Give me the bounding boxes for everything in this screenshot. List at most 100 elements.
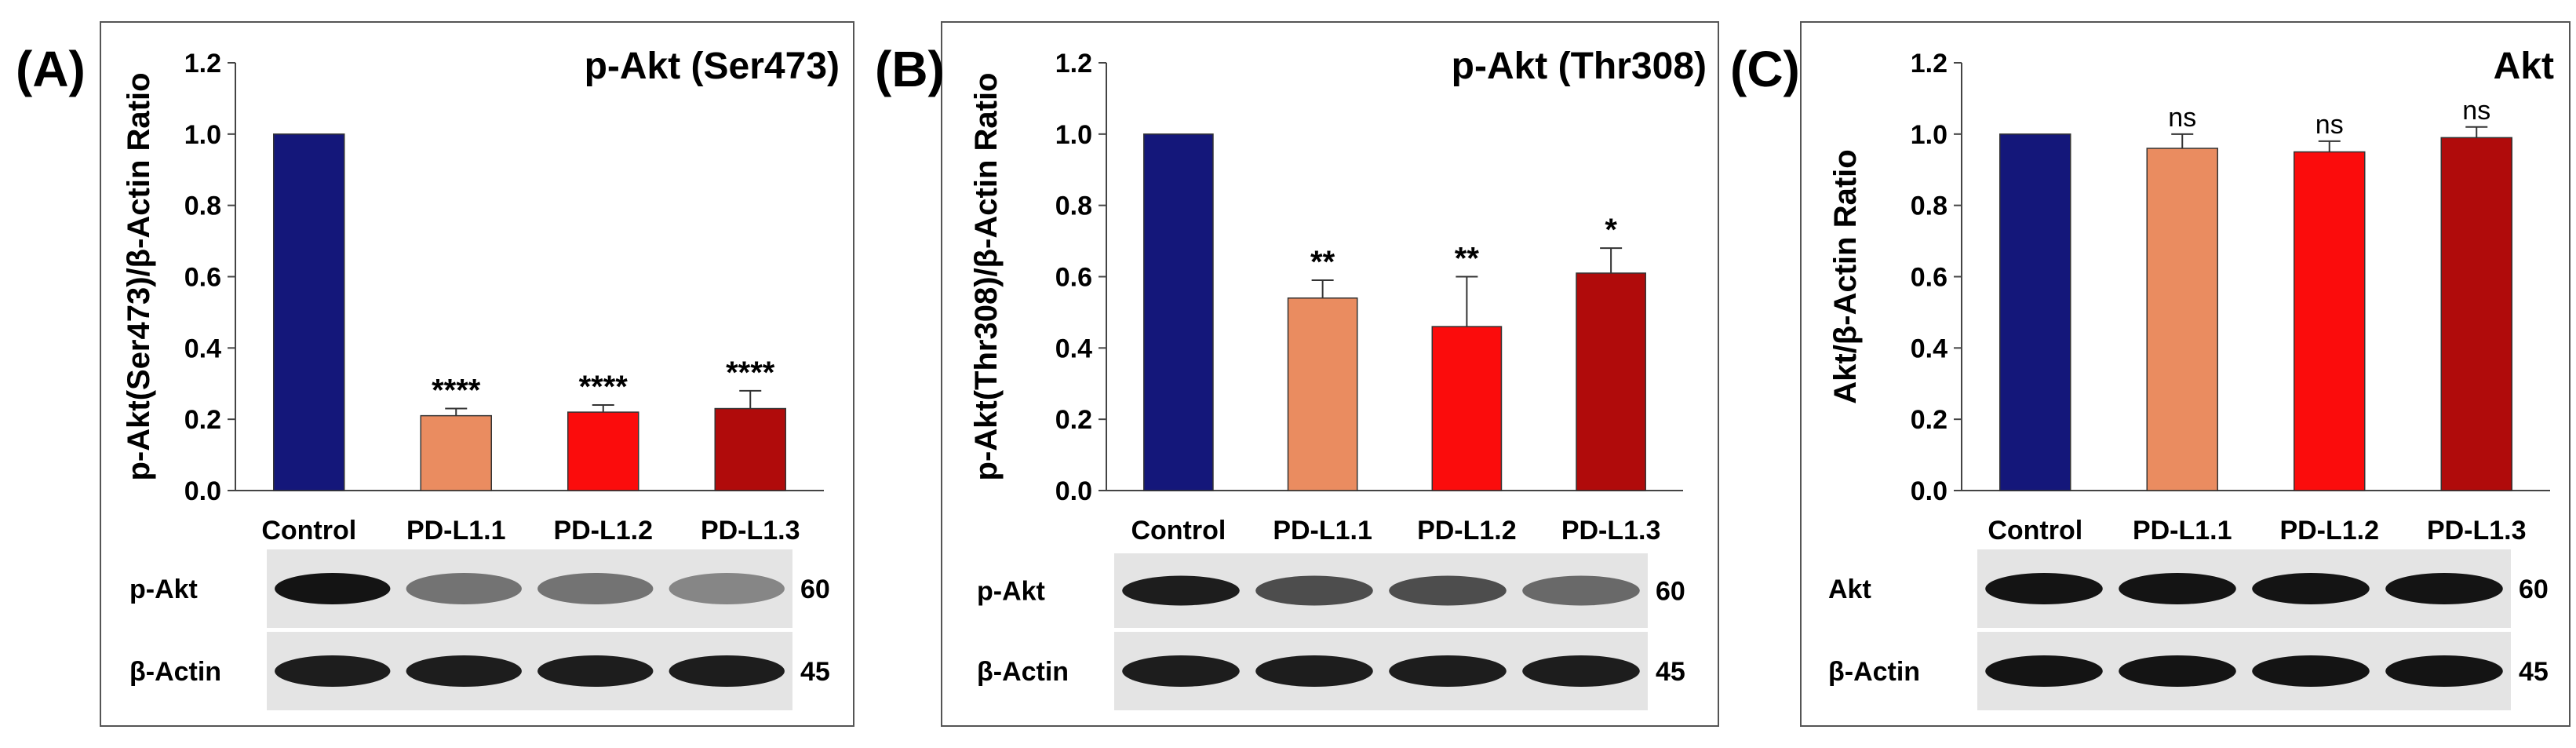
chart-svg: (A) p-Akt (Ser473) 0.0 0.2 0.4 0.6 0.8 1.0 1.2 p-… [16, 21, 854, 727]
category-label: PD-L1.1 [2133, 516, 2232, 545]
blot-band [406, 655, 522, 687]
blot-band [537, 655, 654, 687]
category-label: PD-L1.3 [2427, 516, 2527, 545]
significance-label: ns [2168, 103, 2196, 133]
bar-pd-l1-1 [2146, 148, 2218, 491]
blot-kda-label: 60 [800, 575, 830, 604]
panel-b: (B) p-Akt (Thr308) 0.0 0.2 0.4 0.6 0.8 1.0 1.2 p-… [863, 0, 1726, 748]
panel-frame [1800, 21, 2571, 727]
category-label: PD-L1.2 [2279, 516, 2379, 545]
blot-label: p-Akt [129, 575, 198, 604]
y-tick-label: 1.2 [1055, 49, 1092, 78]
blot-kda-label: 45 [1656, 657, 1685, 687]
blot-band [2385, 655, 2503, 687]
blot-band [2252, 655, 2370, 687]
blot-band [669, 655, 785, 687]
y-tick-label: 1.2 [1911, 49, 1947, 78]
chart-svg: (B) p-Akt (Thr308) 0.0 0.2 0.4 0.6 0.8 1.0 1.2 p-… [875, 21, 1719, 727]
significance-label: ** [1455, 242, 1480, 276]
blot-kda-label: 45 [800, 657, 830, 687]
bar-control [1143, 133, 1214, 491]
y-tick-label: 0.4 [184, 334, 221, 363]
bar-pd-l1-3 [2440, 137, 2512, 491]
y-tick-label: 0.0 [184, 476, 221, 506]
significance-label: **** [432, 374, 481, 408]
y-tick-label: 0.8 [1911, 192, 1947, 221]
category-label: PD-L1.1 [406, 516, 506, 545]
category-label: PD-L1.3 [1561, 516, 1661, 545]
blot-label: p-Akt [977, 577, 1045, 607]
significance-label: * [1605, 213, 1617, 247]
blot-band [406, 573, 522, 604]
bar-control [1999, 133, 2071, 491]
y-tick-label: 0.6 [1911, 263, 1947, 293]
blot-band [2119, 573, 2236, 604]
blot-band [2252, 573, 2370, 604]
panel-a: (A) p-Akt (Ser473) 0.0 0.2 0.4 0.6 0.8 1.0 1.2 p-… [0, 0, 863, 748]
y-tick-label: 1.2 [184, 49, 221, 78]
chart-title: Akt [2494, 46, 2554, 87]
y-tick-label: 0.4 [1911, 334, 1947, 363]
blot-band [1255, 575, 1373, 606]
y-axis-label: Akt/β-Actin Ratio [1828, 149, 1863, 403]
blot-label: Akt [1828, 575, 1871, 604]
category-label: PD-L1.2 [553, 516, 653, 545]
blot-label: β-Actin [977, 657, 1069, 687]
blot-kda-label: 45 [2519, 657, 2549, 687]
blot-band [1389, 575, 1507, 606]
blot-band [2119, 655, 2236, 687]
y-tick-label: 0.2 [184, 405, 221, 435]
blot-band [1122, 575, 1240, 606]
y-tick-label: 0.8 [184, 192, 221, 221]
category-label: Control [261, 516, 356, 545]
blot-band [1122, 655, 1240, 687]
blot-band [1522, 575, 1640, 606]
blot-label: β-Actin [129, 657, 221, 687]
blot-band [1985, 573, 2103, 604]
blot-band [1255, 655, 1373, 687]
blot-band [1985, 655, 2103, 687]
category-label: PD-L1.3 [701, 516, 800, 545]
panel-label: (C) [1730, 41, 1800, 97]
panel-frame [100, 21, 854, 727]
bar-pd-l1-1 [420, 414, 492, 491]
category-label: PD-L1.2 [1417, 516, 1517, 545]
bar-pd-l1-3 [1576, 272, 1646, 491]
blot-kda-label: 60 [1656, 577, 1685, 607]
significance-label: ns [2462, 96, 2490, 126]
y-tick-label: 0.6 [184, 263, 221, 293]
blot-band [275, 573, 391, 604]
y-tick-label: 0.4 [1055, 334, 1092, 363]
bar-pd-l1-2 [1431, 326, 1503, 491]
significance-label: ns [2315, 110, 2344, 140]
blot-band [1522, 655, 1640, 687]
chart-title: p-Akt (Ser473) [585, 46, 840, 87]
y-axis-label: p-Akt(Thr308)/β-Actin Ratio [969, 73, 1004, 481]
blot-band [537, 573, 654, 604]
blot-label: β-Actin [1828, 657, 1920, 687]
chart-svg: (C) Akt 0.0 0.2 0.4 0.6 0.8 1.0 1.2 Akt/β-Actin R… [1730, 21, 2571, 727]
y-tick-label: 0.2 [1911, 405, 1947, 435]
y-tick-label: 0.8 [1055, 192, 1092, 221]
blot-band [1389, 655, 1507, 687]
bar-control [273, 133, 345, 491]
y-tick-label: 0.0 [1055, 476, 1092, 506]
blot-band [275, 655, 391, 687]
y-tick-label: 1.0 [184, 120, 221, 150]
blot-kda-label: 60 [2519, 575, 2549, 604]
y-tick-label: 1.0 [1055, 120, 1092, 150]
significance-label: **** [579, 370, 629, 404]
panel-label: (A) [16, 41, 86, 97]
bar-pd-l1-2 [2294, 151, 2366, 491]
significance-label: **** [726, 356, 775, 390]
bar-pd-l1-2 [567, 411, 639, 491]
chart-title: p-Akt (Thr308) [1452, 46, 1707, 87]
panel-c: (C) Akt 0.0 0.2 0.4 0.6 0.8 1.0 1.2 Akt/β-Actin R… [1726, 0, 2576, 748]
bar-pd-l1-3 [714, 407, 786, 491]
blot-band [2385, 573, 2503, 604]
bar-pd-l1-1 [1287, 297, 1358, 491]
y-tick-label: 1.0 [1911, 120, 1947, 150]
y-tick-label: 0.0 [1911, 476, 1947, 506]
panel-frame [941, 21, 1719, 727]
blot-band [669, 573, 785, 604]
